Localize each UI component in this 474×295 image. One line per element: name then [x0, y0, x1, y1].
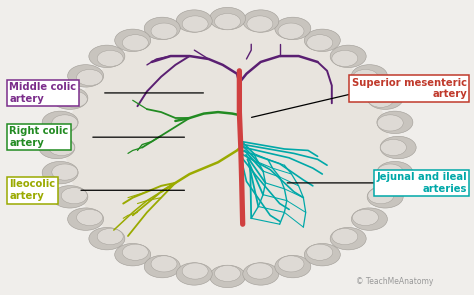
Circle shape	[176, 10, 212, 32]
Circle shape	[381, 140, 406, 155]
Circle shape	[332, 229, 358, 245]
Circle shape	[307, 244, 333, 260]
Circle shape	[52, 186, 88, 208]
Circle shape	[39, 136, 75, 159]
Text: Superior mesenteric
artery: Superior mesenteric artery	[352, 78, 467, 99]
Circle shape	[49, 140, 74, 155]
Circle shape	[97, 229, 123, 245]
Circle shape	[122, 35, 148, 51]
Circle shape	[353, 209, 378, 226]
Circle shape	[351, 65, 387, 87]
Circle shape	[115, 243, 151, 266]
Circle shape	[377, 115, 403, 131]
Circle shape	[247, 16, 273, 32]
Circle shape	[368, 188, 394, 204]
Circle shape	[97, 50, 123, 66]
Circle shape	[332, 50, 358, 66]
Ellipse shape	[66, 24, 389, 271]
Circle shape	[367, 87, 403, 109]
Circle shape	[68, 65, 104, 87]
Circle shape	[52, 115, 78, 131]
Circle shape	[377, 111, 413, 134]
Circle shape	[367, 186, 403, 208]
Text: Jejunal and ileal
arteries: Jejunal and ileal arteries	[376, 172, 467, 194]
Circle shape	[243, 10, 279, 32]
Circle shape	[353, 69, 378, 86]
Circle shape	[278, 256, 304, 272]
Circle shape	[151, 23, 177, 39]
Circle shape	[215, 266, 240, 281]
Circle shape	[278, 23, 304, 39]
Circle shape	[52, 87, 88, 109]
Circle shape	[61, 188, 87, 204]
Circle shape	[89, 227, 125, 250]
Circle shape	[89, 45, 125, 68]
Text: Ileocolic
artery: Ileocolic artery	[9, 179, 55, 201]
Circle shape	[330, 45, 366, 68]
Circle shape	[144, 17, 180, 40]
Circle shape	[330, 227, 366, 250]
Circle shape	[115, 29, 151, 52]
Circle shape	[122, 244, 148, 260]
Text: Middle colic
artery: Middle colic artery	[9, 82, 77, 104]
Circle shape	[377, 161, 413, 184]
Circle shape	[151, 256, 177, 272]
Circle shape	[210, 7, 246, 30]
Circle shape	[247, 263, 273, 279]
Circle shape	[68, 208, 104, 230]
Circle shape	[144, 255, 180, 278]
Text: Right colic
artery: Right colic artery	[9, 126, 69, 148]
Circle shape	[42, 161, 78, 184]
Circle shape	[243, 263, 279, 285]
Circle shape	[61, 91, 87, 107]
Circle shape	[275, 255, 311, 278]
Circle shape	[176, 263, 212, 285]
Circle shape	[215, 14, 240, 30]
Circle shape	[304, 29, 340, 52]
Circle shape	[42, 111, 78, 134]
Circle shape	[307, 35, 333, 51]
Circle shape	[77, 69, 102, 86]
Circle shape	[368, 91, 394, 107]
Circle shape	[77, 209, 102, 226]
Circle shape	[210, 265, 246, 288]
Circle shape	[304, 243, 340, 266]
Circle shape	[182, 263, 208, 279]
Circle shape	[377, 164, 403, 180]
Circle shape	[52, 164, 78, 180]
Circle shape	[380, 136, 416, 159]
Circle shape	[275, 17, 311, 40]
Circle shape	[351, 208, 387, 230]
Text: © TeachMeAnatomy: © TeachMeAnatomy	[356, 277, 433, 286]
Circle shape	[182, 16, 208, 32]
